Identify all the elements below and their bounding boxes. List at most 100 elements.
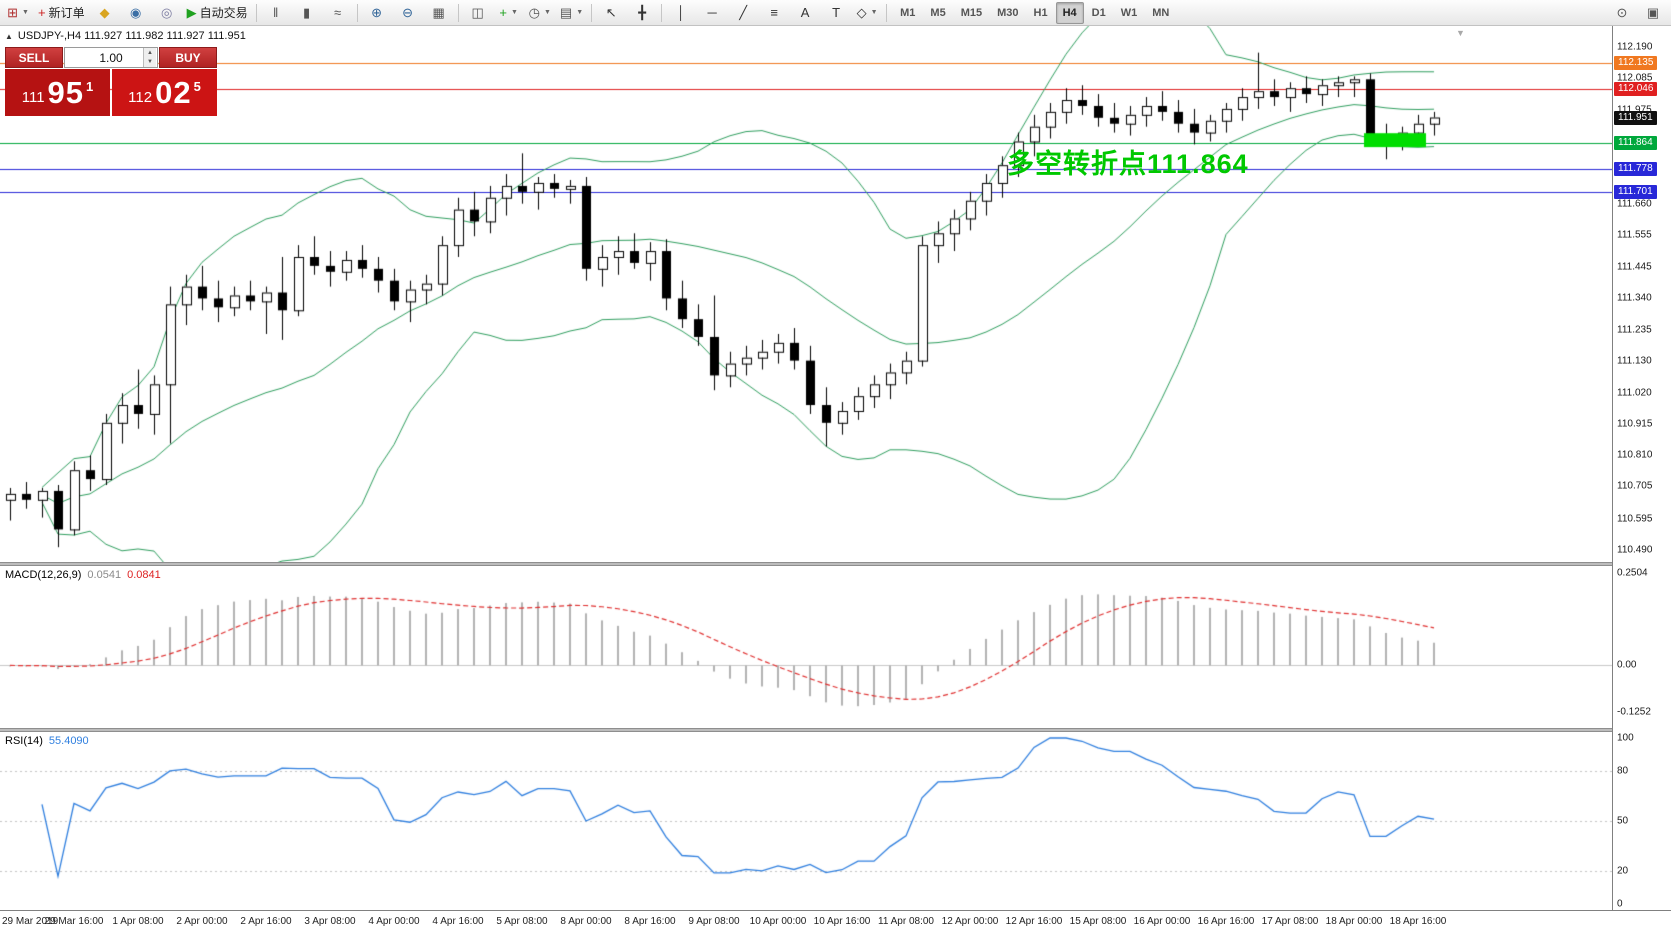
timeframe-d1-button[interactable]: D1 — [1091, 6, 1106, 19]
expand-view-icon: ▣ — [1646, 4, 1660, 20]
volume-input[interactable]: 1.00 ▲ ▼ — [64, 47, 158, 68]
indicators-button[interactable]: + ▼ — [494, 1, 524, 24]
trendline-button[interactable]: ╱ — [728, 1, 758, 24]
new-chart-button[interactable]: ⊞ ▼ — [3, 1, 33, 24]
volume-steppers: ▲ ▼ — [143, 48, 156, 67]
templates-dropdown-icon[interactable]: ▼ — [576, 9, 584, 16]
autotrading-button[interactable]: ▶ 自动交易 — [183, 1, 252, 24]
toolbar-separator — [356, 3, 358, 22]
volume-down-button[interactable]: ▼ — [143, 57, 156, 67]
time-axis-label: 12 Apr 00:00 — [941, 916, 999, 927]
toolbar-separator — [661, 3, 663, 22]
candlestick-chart-button[interactable]: ▮ — [292, 1, 322, 24]
toolbar-right-group: ⊙ ▣ — [1607, 1, 1668, 24]
sell-button[interactable]: SELL — [5, 47, 63, 68]
periods-button[interactable]: ◷ ▼ — [525, 1, 555, 24]
main-chart-canvas[interactable] — [0, 26, 1612, 562]
fibonacci-icon: ≡ — [770, 5, 778, 20]
buy-price-sup: 5 — [193, 79, 201, 94]
time-axis-label: 16 Apr 00:00 — [1133, 916, 1191, 927]
zoom-in-icon: ⊕ — [371, 4, 383, 20]
new-chart-dropdown-icon[interactable]: ▼ — [21, 9, 29, 16]
timeframe-mn-button[interactable]: MN — [1152, 6, 1170, 19]
expand-view-button[interactable]: ▣ — [1638, 1, 1668, 24]
sell-price-sup: 1 — [86, 79, 94, 94]
quick-search-button[interactable]: ⊙ — [1607, 1, 1637, 24]
chart-shift-marker[interactable]: ▼ — [1456, 28, 1465, 38]
timeframe-h1-button[interactable]: H1 — [1033, 6, 1048, 19]
favorites-button[interactable]: ◆ — [90, 1, 120, 24]
price-axis-label: 111.130 — [1617, 355, 1652, 367]
rsi-panel-canvas[interactable] — [0, 732, 1612, 910]
price-tag-112.046: 112.046 — [1614, 82, 1658, 97]
indicators-icon: + — [499, 5, 507, 20]
time-axis-label: 8 Apr 00:00 — [560, 916, 612, 927]
timeframe-m30-button[interactable]: M30 — [997, 6, 1019, 19]
timeframe-w1-button[interactable]: W1 — [1120, 6, 1138, 19]
panel-splitter-macd[interactable] — [0, 562, 1671, 566]
time-axis-label: 4 Apr 00:00 — [368, 916, 420, 927]
data-window-button[interactable]: ◎ — [152, 1, 182, 24]
price-tag-112.135: 112.135 — [1614, 56, 1658, 71]
market-watch-button[interactable]: ◉ — [121, 1, 151, 24]
autotrading-icon: ▶ — [186, 4, 197, 20]
price-axis-label: 111.445 — [1617, 261, 1652, 273]
timeframe-h4-button[interactable]: H4 — [1055, 1, 1084, 24]
timeframe-m1-button[interactable]: M1 — [900, 6, 916, 19]
time-axis-label: 12 Apr 16:00 — [1005, 916, 1063, 927]
buy-button[interactable]: BUY — [159, 47, 217, 68]
new-order-button[interactable]: + 新订单 — [34, 1, 89, 24]
crosshair-button[interactable]: ╋ — [627, 1, 657, 24]
time-axis-label: 5 Apr 08:00 — [496, 916, 548, 927]
autotrading-label: 自动交易 — [199, 6, 248, 20]
bar-chart-icon: ‖ — [272, 5, 279, 20]
vertical-line-button[interactable]: │ — [666, 1, 696, 24]
zoom-in-button[interactable]: ⊕ — [362, 1, 392, 24]
templates-icon: ▤ — [559, 4, 573, 20]
line-chart-button[interactable]: ≈ — [323, 1, 353, 24]
auto-arrange-button[interactable]: ◫ — [463, 1, 493, 24]
text-icon: A — [800, 5, 810, 20]
price-tag-111.778: 111.778 — [1614, 161, 1657, 176]
rsi-scale-label: 100 — [1617, 732, 1634, 744]
volume-up-button[interactable]: ▲ — [143, 48, 156, 58]
templates-button[interactable]: ▤ ▼ — [556, 1, 587, 24]
arrows-dropdown-icon[interactable]: ▼ — [870, 9, 878, 16]
bar-chart-button[interactable]: ‖ — [261, 1, 291, 24]
horizontal-line-button[interactable]: ─ — [697, 1, 727, 24]
toolbar: ⊞ ▼ + 新订单 ◆ ◉ ◎ ▶ 自动交易 ‖ ▮ ≈ ⊕ ⊖ ▦ ◫ + ▼ ◷ ▼ ▤ ▼ ↖ ╋ │ ─ ╱ ≡ A T ◇ ▼ M1… — [0, 0, 1671, 26]
candlestick-chart-icon: ▮ — [303, 4, 311, 20]
rsi-scale-label: 0 — [1617, 898, 1623, 910]
timeframe-m15-button[interactable]: M15 — [960, 6, 983, 19]
price-tag-111.864: 111.864 — [1614, 136, 1657, 151]
panel-splitter-rsi[interactable] — [0, 728, 1671, 732]
text-button[interactable]: A — [790, 1, 820, 24]
volume-value: 1.00 — [99, 50, 123, 65]
time-axis[interactable]: 29 Mar 2019 29 Mar 16:00 1 Apr 08:00 2 Apr … — [0, 910, 1671, 936]
time-axis-label: 17 Apr 08:00 — [1261, 916, 1319, 927]
timeframe-m5-button[interactable]: M5 — [930, 6, 946, 19]
auto-arrange-icon: ◫ — [471, 4, 484, 20]
new-order-label: 新订单 — [48, 6, 85, 20]
one-click-toggle[interactable]: ▲ — [5, 31, 13, 41]
zoom-out-button[interactable]: ⊖ — [393, 1, 423, 24]
macd-panel-canvas[interactable] — [0, 566, 1612, 728]
cursor-button[interactable]: ↖ — [596, 1, 626, 24]
fibonacci-button[interactable]: ≡ — [759, 1, 789, 24]
price-axis-label: 111.340 — [1617, 292, 1652, 304]
price-axis-label: 111.660 — [1617, 198, 1652, 210]
price-axis-label: 112.190 — [1617, 41, 1653, 53]
indicators-dropdown-icon[interactable]: ▼ — [510, 9, 518, 16]
price-axis-label: 110.490 — [1617, 544, 1653, 556]
text-label-button[interactable]: T — [821, 1, 851, 24]
arrows-button[interactable]: ◇ ▼ — [852, 1, 882, 24]
new-chart-icon: ⊞ — [7, 4, 18, 20]
periods-dropdown-icon[interactable]: ▼ — [543, 9, 551, 16]
zoom-out-icon: ⊖ — [402, 4, 414, 20]
buy-price-display[interactable]: 112 02 5 — [112, 69, 217, 116]
text-label-icon: T — [832, 5, 841, 20]
price-axis[interactable]: 112.190 112.085 111.975 111.660 111.555 111.4… — [1612, 26, 1671, 910]
tile-windows-button[interactable]: ▦ — [424, 1, 454, 24]
toolbar-separator — [886, 3, 888, 22]
sell-price-display[interactable]: 111 95 1 — [5, 69, 110, 116]
